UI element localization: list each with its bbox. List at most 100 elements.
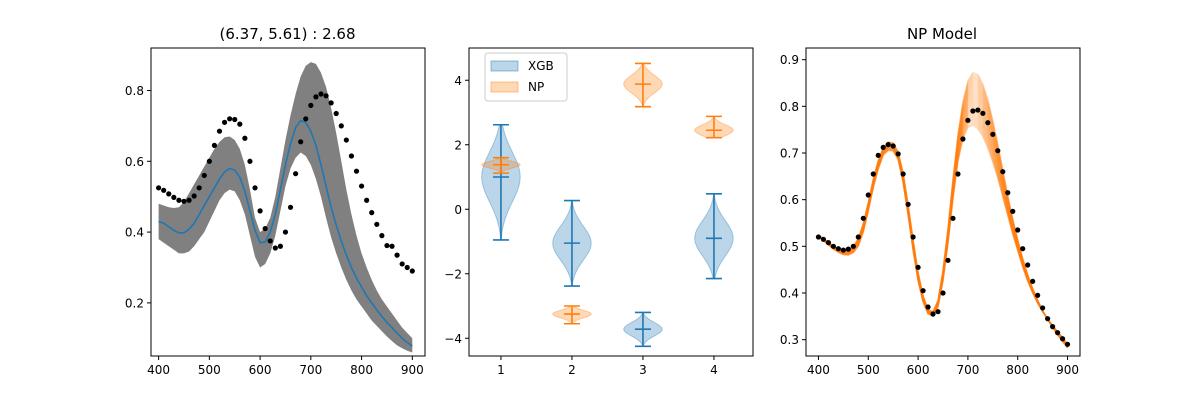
y-tick-label: 0.7 (780, 147, 799, 161)
y-tick-label: 0.2 (125, 296, 144, 310)
panel-violin-comparison: 1 2 3 4 −4 −2 0 2 4 XGB NP (444, 47, 754, 377)
np-sample-line (818, 97, 1069, 347)
observed-point (211, 142, 218, 148)
p1-frame (468, 47, 754, 357)
np-sample-line (818, 79, 1069, 348)
observed-point (855, 234, 861, 240)
p2-frame (805, 47, 1081, 357)
np-sample-line (818, 106, 1069, 347)
observed-point (399, 261, 405, 267)
y-tick-label: 0.9 (780, 53, 799, 67)
observed-point (328, 100, 334, 106)
p2-axes: 400 500 600 700 800 900 0.3 0.4 0.5 0.6 0.7 0.8 0.9 (780, 47, 1081, 377)
observed-point (343, 137, 349, 143)
np-sample-line (818, 113, 1069, 346)
np-sample-line (818, 88, 1069, 348)
x-tick-label: 400 (147, 363, 170, 377)
observed-point (298, 139, 304, 145)
observed-point (287, 204, 294, 210)
np-sample-line (818, 89, 1069, 348)
observed-point (925, 304, 931, 310)
np-sample-line (818, 73, 1069, 349)
np-sample-line (818, 111, 1069, 346)
observed-point (196, 185, 202, 191)
observed-point (201, 172, 207, 179)
observed-point (830, 243, 837, 249)
observed-point (323, 93, 329, 99)
observed-point (358, 183, 365, 189)
observed-point (1050, 324, 1056, 330)
legend-swatch-np (490, 81, 519, 93)
observed-point (1040, 305, 1046, 311)
observed-point (840, 247, 846, 253)
observed-point (975, 107, 981, 113)
observed-point (252, 185, 258, 191)
y-tick-label: 2 (454, 138, 462, 152)
observed-point (191, 193, 197, 199)
x-tick-label: 2 (568, 363, 576, 377)
np-sample-line (818, 104, 1069, 347)
observed-point (1000, 169, 1006, 175)
observed-point (409, 268, 415, 274)
x-tick-label: 600 (907, 363, 930, 377)
observed-point (262, 225, 268, 232)
observed-point (835, 246, 841, 252)
observed-point (930, 311, 936, 317)
observed-point (955, 171, 961, 177)
np-sample-line (818, 93, 1069, 347)
observed-point (995, 148, 1001, 154)
observed-point (1005, 190, 1011, 196)
observed-point (945, 257, 951, 263)
x-tick-label: 900 (401, 363, 424, 377)
observed-point (1030, 278, 1036, 284)
observed-point (379, 233, 385, 239)
observed-point (895, 151, 901, 157)
observed-point (293, 171, 299, 177)
y-tick-label: 0.4 (125, 226, 144, 240)
np-sample-line (818, 120, 1069, 345)
observed-point (920, 288, 926, 294)
y-tick-label: 0.8 (780, 100, 799, 114)
observed-point (156, 185, 162, 191)
observed-point (935, 309, 941, 315)
observed-point (257, 208, 263, 214)
observed-point (227, 116, 233, 122)
observed-point (176, 197, 182, 203)
np-sample-line (818, 82, 1069, 348)
y-tick-label: 0.8 (125, 84, 144, 98)
np-sample-line (818, 107, 1069, 346)
observed-point (885, 142, 891, 148)
observed-point (890, 143, 896, 149)
observed-point (364, 197, 370, 203)
observed-point (232, 116, 238, 123)
np-sample-line (818, 102, 1069, 347)
np-sample-line (818, 86, 1069, 348)
x-tick-label: 800 (350, 363, 373, 377)
y-tick-label: 0.3 (780, 333, 799, 347)
observed-point (1045, 316, 1051, 322)
np-sample-line (818, 116, 1069, 346)
y-tick-label: −2 (444, 267, 462, 281)
observed-point (1025, 262, 1031, 268)
y-tick-label: −4 (444, 332, 462, 346)
observed-point (374, 221, 380, 227)
np-sample-line (818, 75, 1069, 349)
legend-label-xgb: XGB (528, 59, 554, 73)
observed-point (825, 240, 832, 246)
x-tick-label: 3 (639, 363, 647, 377)
mean-prediction-line (158, 119, 413, 347)
observed-point (206, 158, 212, 164)
observed-point (1020, 246, 1026, 252)
x-tick-label: 500 (857, 363, 880, 377)
panel-np-model: 400 500 600 700 800 9000.30.40.50.60.70.80.9 … (780, 25, 1081, 377)
np-sample-line (818, 84, 1069, 348)
observed-point (272, 245, 278, 251)
observed-point (1015, 227, 1021, 233)
y-tick-label: 0 (454, 203, 462, 217)
observed-point (313, 94, 319, 100)
observed-point (850, 243, 856, 249)
observed-point (333, 110, 339, 117)
x-tick-label: 400 (807, 363, 830, 377)
p0-axes: 400 500 600 700 800 900 0.2 0.4 0.6 0.8 (125, 47, 426, 377)
observed-point (353, 168, 360, 174)
